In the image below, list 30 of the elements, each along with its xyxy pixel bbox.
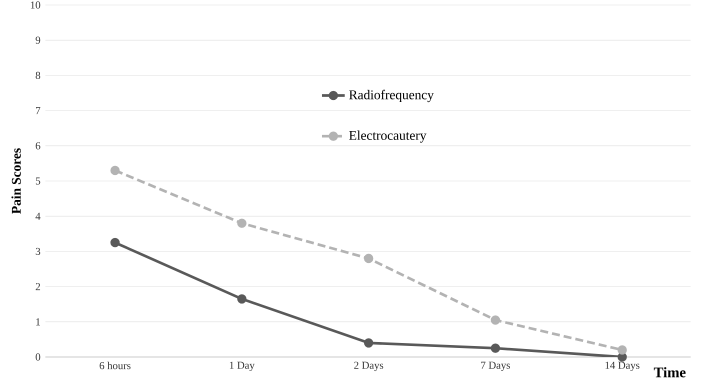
x-tick-label: 7 Days xyxy=(481,362,510,372)
point xyxy=(364,338,374,348)
y-tick-label: 9 xyxy=(36,36,40,44)
point xyxy=(237,218,247,228)
y-tick-label: 4 xyxy=(36,212,40,220)
point xyxy=(364,254,374,264)
y-tick-label: 3 xyxy=(36,248,40,256)
y-tick-label: 10 xyxy=(30,2,40,9)
point xyxy=(110,166,120,176)
point xyxy=(618,352,627,362)
x-axis-title: Time xyxy=(654,367,686,378)
point xyxy=(110,238,120,248)
y-tick-label: 7 xyxy=(36,107,40,114)
y-tick-label: 5 xyxy=(36,178,40,185)
legend-label: Radiofrequency xyxy=(349,90,434,102)
x-tick-label: 1 Day xyxy=(230,362,255,372)
y-tick-label: 6 xyxy=(36,142,40,150)
point xyxy=(237,294,247,304)
point xyxy=(490,344,500,354)
point xyxy=(618,345,627,355)
y-axis-title: Pain Scores xyxy=(11,148,21,214)
x-tick-label: 6 hours xyxy=(100,362,131,370)
y-tick-label: 1 xyxy=(36,318,40,326)
y-tick-label: 8 xyxy=(36,72,40,80)
legend-label: Electrocautery xyxy=(349,130,426,143)
x-tick-label: 2 Days xyxy=(354,362,384,372)
y-tick-label: 0 xyxy=(36,354,40,361)
point xyxy=(490,316,500,325)
x-tick-label: 14 Days xyxy=(606,362,640,372)
y-tick-label: 2 xyxy=(36,283,40,290)
